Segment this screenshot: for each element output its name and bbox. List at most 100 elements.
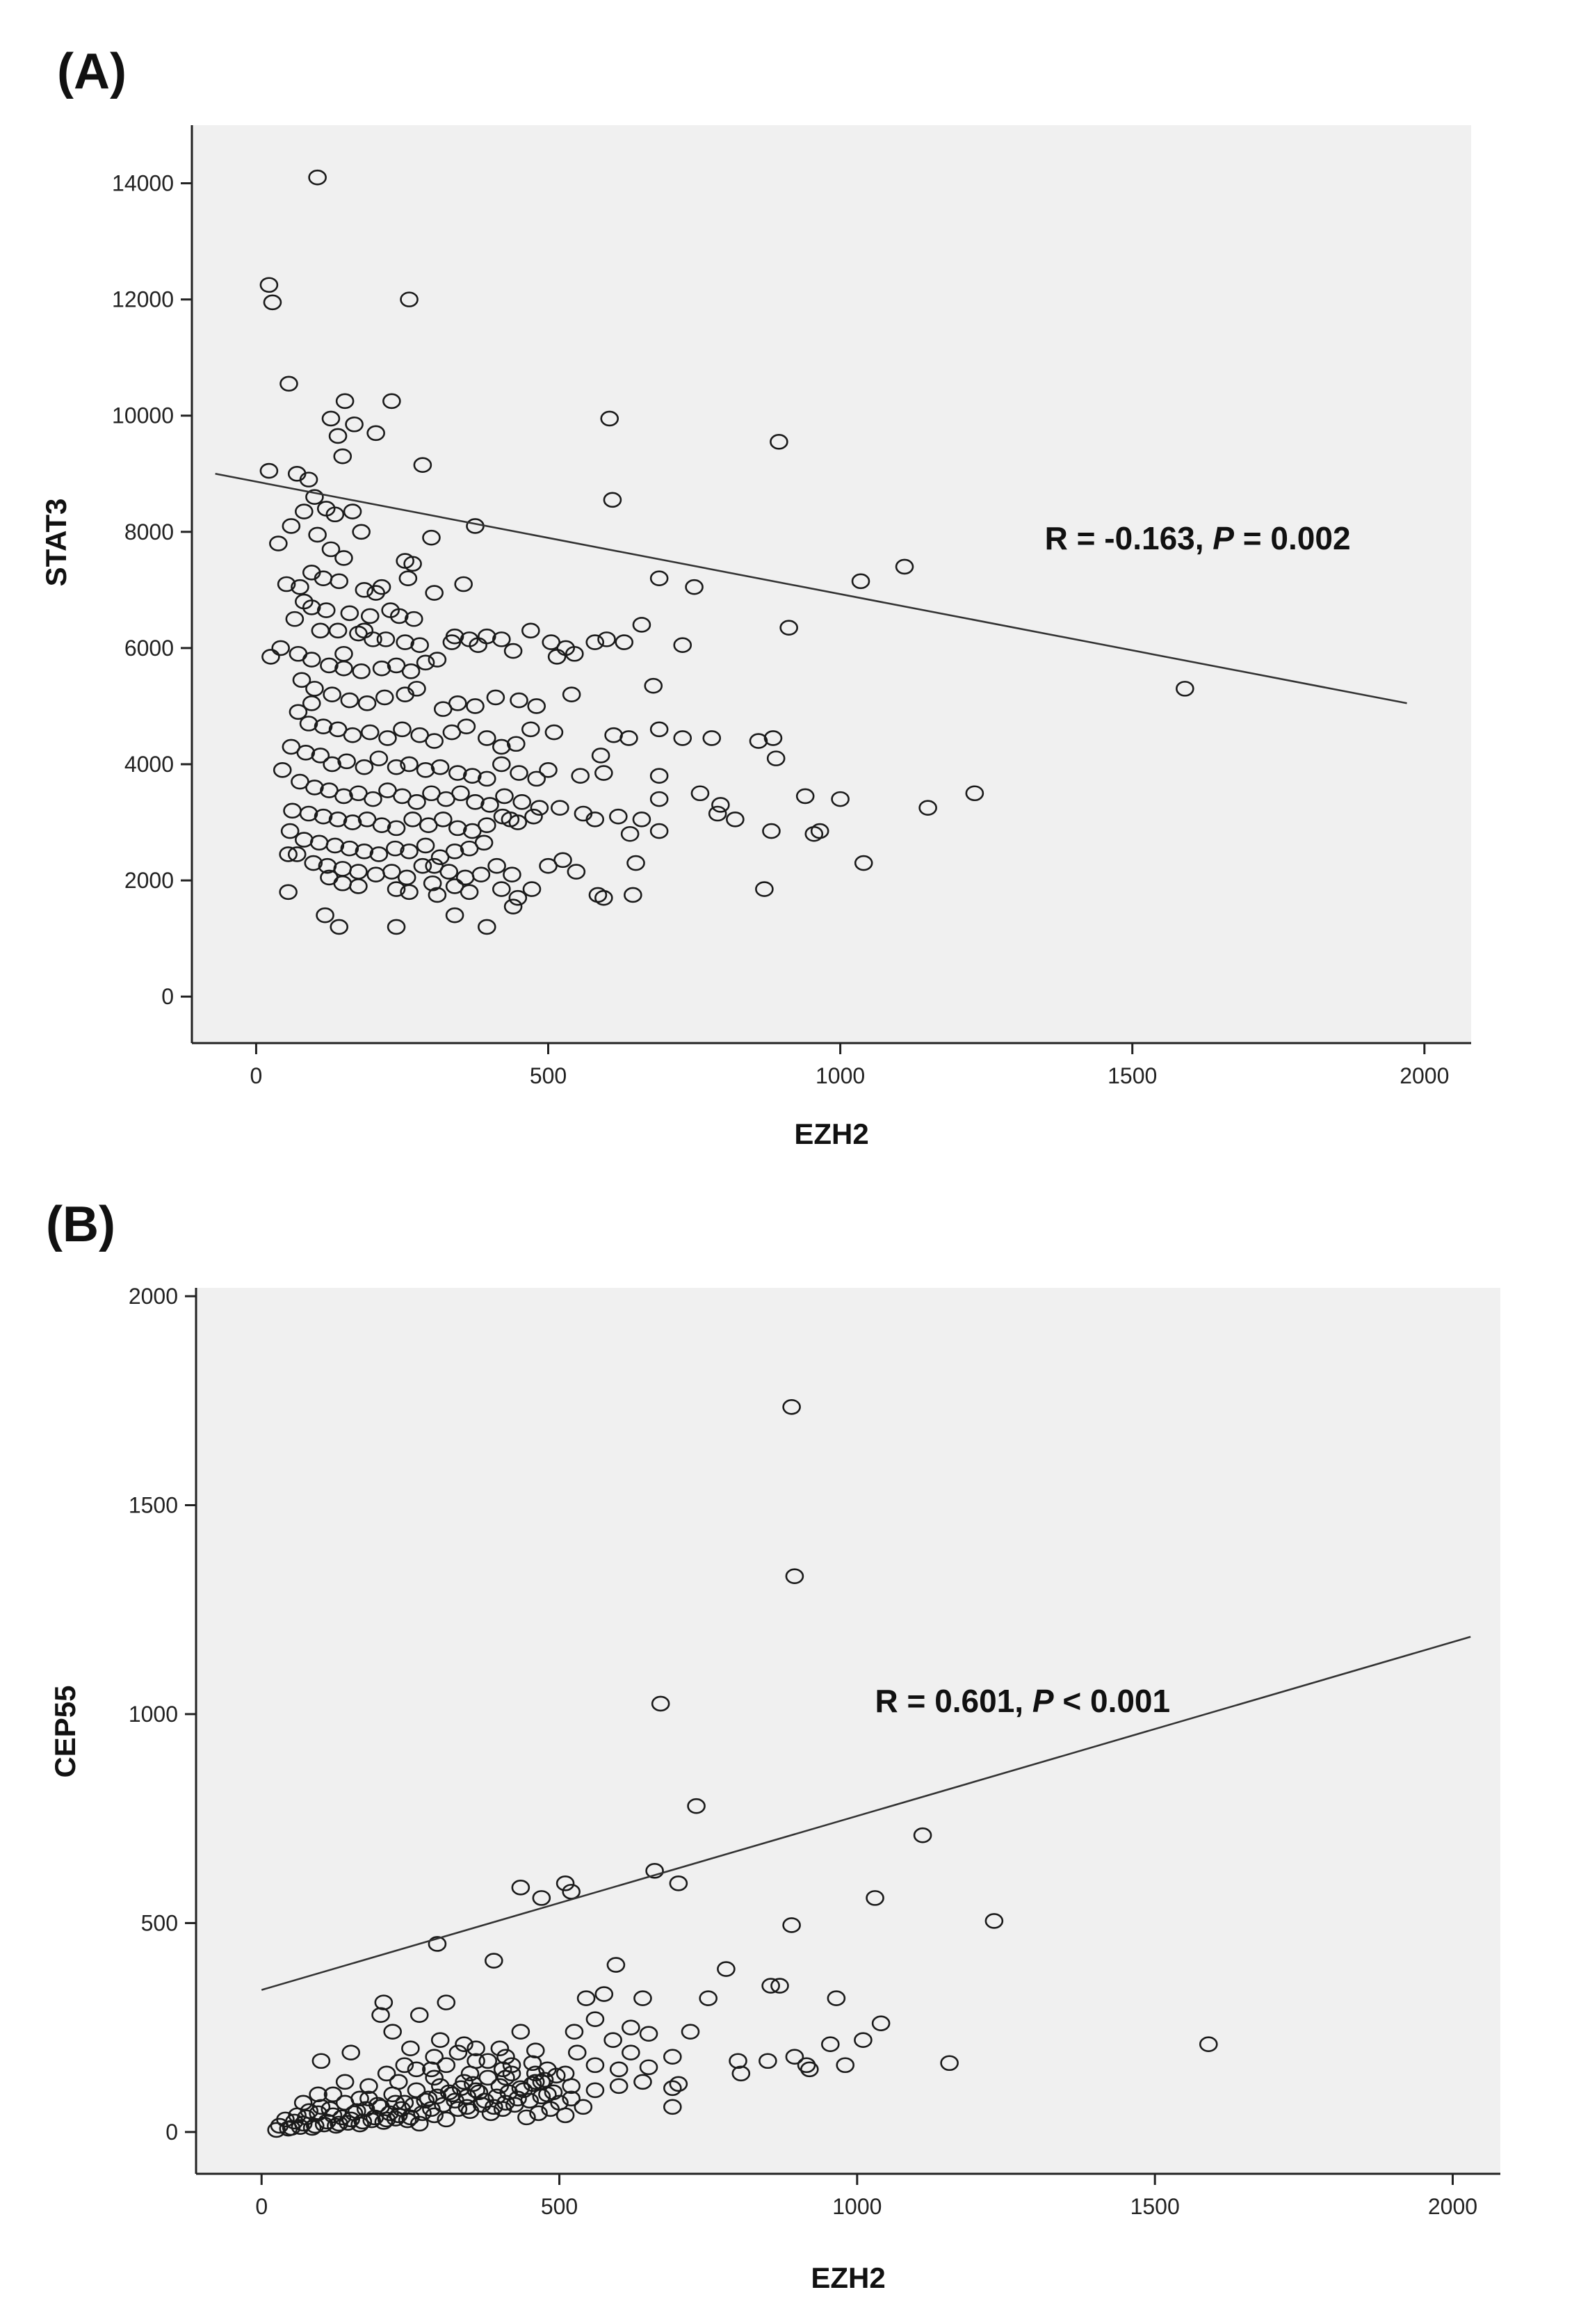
data-point-b xyxy=(511,2024,530,2040)
data-point-a xyxy=(308,526,327,543)
data-point-b xyxy=(567,2044,587,2061)
data-point-a xyxy=(851,573,870,590)
data-point-a xyxy=(413,457,432,474)
data-point-b xyxy=(785,1568,804,1584)
data-point-a xyxy=(282,518,301,534)
data-point-a xyxy=(378,730,397,746)
data-point-a xyxy=(320,657,339,674)
data-point-a xyxy=(393,788,412,805)
data-point-b xyxy=(556,2107,575,2124)
data-point-b xyxy=(467,2053,485,2069)
data-point-b xyxy=(669,1875,688,1891)
data-point-b xyxy=(606,1957,626,1973)
data-point-b xyxy=(827,1990,846,2006)
data-point-b xyxy=(797,2057,816,2074)
data-point-a xyxy=(451,785,470,802)
data-point-a xyxy=(413,857,432,874)
plot-area-b xyxy=(196,1288,1500,2174)
data-point-b xyxy=(609,2061,629,2078)
data-point-a xyxy=(430,759,450,775)
data-point-a xyxy=(477,730,496,746)
data-point-b xyxy=(478,2069,498,2086)
data-point-a xyxy=(403,812,422,828)
data-point-a xyxy=(355,844,374,860)
data-point-a xyxy=(323,756,341,773)
data-point-b xyxy=(469,2084,489,2101)
data-point-a xyxy=(316,907,334,923)
data-point-a xyxy=(854,855,873,871)
data-point-b xyxy=(267,2122,286,2138)
data-point-a xyxy=(439,864,458,880)
data-point-b xyxy=(490,2040,510,2057)
data-point-a xyxy=(594,889,613,906)
data-point-a xyxy=(382,393,401,410)
x-tick-label-a: 500 xyxy=(530,1063,567,1088)
data-point-a xyxy=(314,718,333,734)
data-point-a xyxy=(477,919,496,935)
data-point-a xyxy=(404,611,423,627)
data-point-b xyxy=(633,2074,652,2090)
data-point-a xyxy=(314,808,333,825)
data-point-a xyxy=(649,570,669,586)
data-point-b xyxy=(1199,2036,1218,2053)
data-point-a xyxy=(457,718,476,734)
data-point-a xyxy=(433,812,453,828)
x-axis-title-b: EZH2 xyxy=(811,2261,885,2294)
data-point-a xyxy=(289,704,308,720)
data-point-a xyxy=(334,550,353,566)
data-point-a xyxy=(386,840,405,857)
data-point-b xyxy=(327,2117,346,2134)
data-point-a xyxy=(609,808,628,825)
x-tick-label-b: 1000 xyxy=(832,2194,882,2219)
data-point-b xyxy=(517,2109,536,2126)
data-point-b xyxy=(478,2053,498,2069)
data-point-b xyxy=(309,2086,327,2103)
data-point-a xyxy=(591,748,610,764)
x-tick-label-a: 2000 xyxy=(1400,1063,1449,1088)
data-point-a xyxy=(551,800,569,816)
data-point-a xyxy=(334,645,353,662)
data-point-a xyxy=(330,919,349,935)
data-point-a xyxy=(376,631,396,647)
data-point-a xyxy=(410,727,429,743)
data-point-a xyxy=(366,425,385,442)
data-point-a xyxy=(328,428,348,444)
data-point-a xyxy=(673,637,692,654)
data-point-b xyxy=(984,1913,1004,1929)
data-point-a xyxy=(416,837,435,854)
y-tick-label-a: 4000 xyxy=(124,752,174,777)
data-point-b xyxy=(407,2082,426,2099)
data-point-a xyxy=(524,808,543,825)
data-point-a xyxy=(553,852,572,869)
data-point-b xyxy=(297,2109,316,2126)
data-point-b xyxy=(419,2090,438,2107)
data-point-a xyxy=(649,791,669,807)
data-point-b xyxy=(401,2040,420,2057)
data-point-a xyxy=(410,637,429,654)
data-point-b xyxy=(770,1978,789,1994)
data-point-b xyxy=(785,2049,804,2065)
y-tick-label-a: 0 xyxy=(161,984,174,1009)
data-point-b xyxy=(499,2084,519,2101)
data-point-a xyxy=(530,800,549,816)
data-point-b xyxy=(663,2049,682,2065)
data-point-a xyxy=(321,410,341,427)
annotation-p-value-a: = 0.002 xyxy=(1234,520,1351,556)
data-point-a xyxy=(477,770,496,787)
data-point-a xyxy=(345,416,364,433)
data-point-a xyxy=(544,724,564,741)
annotation-p-symbol-a: P xyxy=(1213,520,1234,556)
data-point-b xyxy=(502,2065,521,2082)
y-tick-label-b: 500 xyxy=(141,1910,178,1935)
data-point-a xyxy=(425,857,444,874)
data-point-a xyxy=(357,812,377,828)
data-point-a xyxy=(711,797,730,813)
data-point-b xyxy=(371,2007,390,2023)
data-point-b xyxy=(523,2076,542,2092)
data-point-b xyxy=(467,2040,485,2057)
data-point-a xyxy=(615,634,634,650)
data-point-a xyxy=(321,541,341,558)
data-point-a xyxy=(333,448,352,465)
data-point-a xyxy=(295,503,314,519)
